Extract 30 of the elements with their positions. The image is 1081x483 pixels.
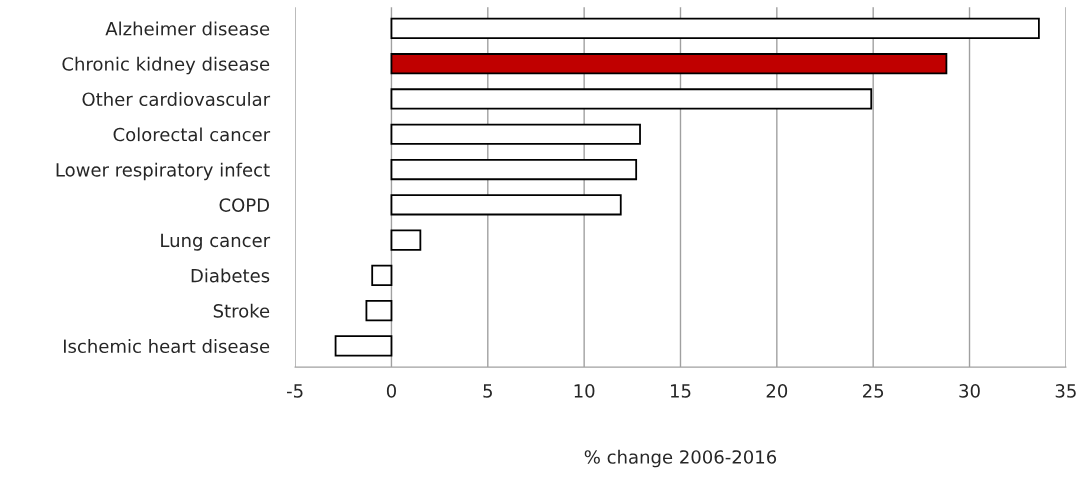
y-tick-label: Ischemic heart disease — [63, 339, 270, 354]
bar — [365, 300, 393, 322]
y-tick-label: COPD — [219, 198, 270, 212]
y-tick-label: Lung cancer — [161, 233, 271, 251]
x-tick-label: 30 — [959, 384, 980, 398]
bar — [390, 88, 873, 110]
y-tick-label: Colorectal cancer — [113, 127, 271, 142]
bar — [334, 335, 393, 357]
y-tick-label: Other cardiovascular — [82, 92, 271, 107]
bar — [390, 17, 1040, 40]
bar — [390, 123, 641, 145]
y-tick-label: Lower respiratory infect — [56, 162, 270, 181]
y-tick-label: Diabetes — [191, 268, 270, 283]
x-tick-label: 25 — [863, 384, 884, 398]
bar — [390, 229, 422, 251]
bar — [371, 264, 393, 286]
bar — [390, 194, 622, 216]
bar — [390, 53, 948, 75]
x-tick-label: 20 — [766, 384, 788, 398]
y-tick-label: Chronic kidney disease — [62, 56, 270, 75]
x-tick-label: 10 — [574, 384, 595, 398]
x-tick-label: 35 — [1055, 384, 1076, 398]
x-tick-label: 15 — [670, 384, 691, 398]
y-tick-label: Alzheimer disease — [105, 21, 270, 36]
x-tick-label: -5 — [287, 384, 303, 398]
bar — [390, 158, 638, 181]
x-tick-label: 0 — [386, 384, 396, 398]
x-tick-label: 5 — [483, 384, 492, 398]
x-axis-title: % change 2006-2016 — [584, 449, 777, 468]
y-tick-label: Stroke — [213, 303, 270, 318]
